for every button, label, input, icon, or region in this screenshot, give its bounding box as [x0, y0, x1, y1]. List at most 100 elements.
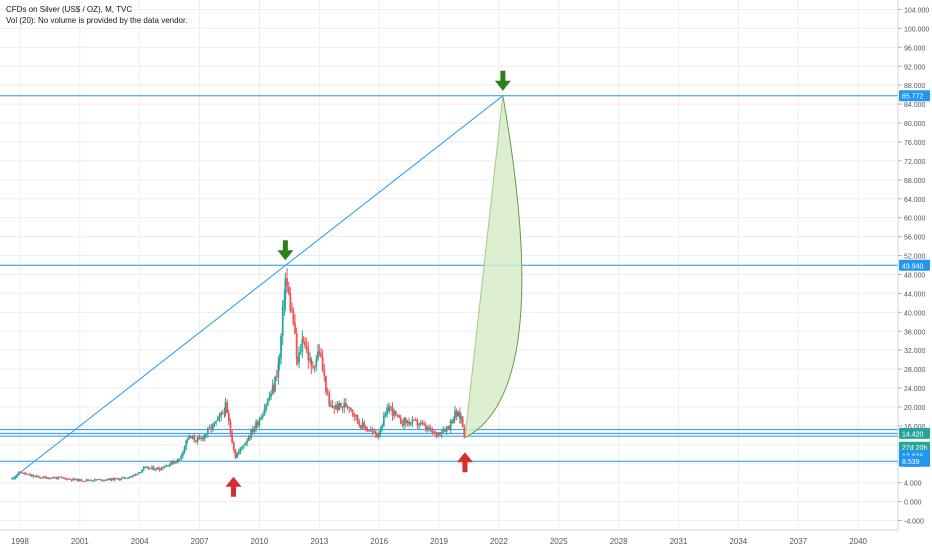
candle-body — [45, 477, 48, 479]
y-tick-label: 104.000 — [904, 7, 929, 14]
y-tick-label: 4.000 — [904, 481, 922, 488]
candle-body — [261, 415, 264, 418]
candle-body — [453, 417, 455, 424]
candle-body — [323, 370, 326, 376]
candle-body — [193, 436, 196, 441]
price-badge — [899, 90, 930, 102]
candle-body — [277, 363, 280, 377]
candle-body — [371, 430, 374, 432]
y-tick-label: 84.000 — [904, 102, 926, 109]
y-tick-label: 32.000 — [904, 348, 926, 355]
candle-body — [205, 434, 208, 435]
candle-body — [224, 402, 227, 414]
candle-body — [158, 469, 161, 471]
price-badge-label: 8.539 — [902, 459, 920, 466]
candle-body — [416, 420, 419, 426]
candle-body — [340, 402, 342, 407]
time-axis[interactable]: 1998 2001 2004 2007 2010 2013 2016 2019 2022 2025… — [11, 537, 867, 546]
x-tick-label: 2004 — [131, 537, 149, 546]
candle-body — [419, 422, 422, 425]
candle-body — [313, 367, 316, 368]
candle-body — [146, 467, 148, 468]
candle-body — [353, 413, 356, 417]
candle-body — [318, 351, 321, 354]
x-tick-label: 2025 — [550, 537, 568, 546]
candle-body — [356, 414, 359, 422]
candle-body — [182, 452, 184, 456]
price-badge-label: 27d 20h — [902, 445, 927, 452]
candle-body — [268, 396, 271, 400]
candle-body — [60, 477, 63, 479]
candle-body — [294, 323, 296, 334]
candle-body — [439, 432, 441, 435]
candle-body — [107, 478, 109, 481]
candle-body — [185, 440, 188, 447]
candle-body — [331, 405, 334, 408]
candle-body — [213, 421, 216, 424]
candle-body — [391, 407, 394, 416]
candle-body — [67, 478, 70, 480]
candle-body — [149, 468, 152, 470]
candle-body — [321, 356, 324, 371]
candle-body — [305, 345, 308, 350]
candle-body — [411, 419, 414, 423]
candle-body — [326, 392, 329, 394]
candle-body — [215, 420, 218, 422]
arc-chord — [464, 95, 504, 438]
candle-body — [50, 477, 53, 479]
candle-body — [167, 465, 169, 467]
candle-body — [42, 476, 45, 479]
candle-body — [246, 440, 249, 443]
candle-body — [459, 412, 461, 419]
candle-body — [170, 461, 173, 465]
candle-body — [404, 418, 407, 424]
candle-body — [414, 419, 417, 421]
candle-body — [312, 366, 314, 368]
candle-body — [266, 399, 269, 406]
candle-body — [248, 437, 251, 439]
candle-body — [399, 417, 402, 424]
y-tick-label: 88.000 — [904, 83, 926, 90]
candle-body — [283, 299, 286, 307]
candle-body — [348, 406, 351, 408]
x-tick-label: 2028 — [610, 537, 628, 546]
candle-body — [377, 433, 380, 438]
y-tick-label: 20.000 — [904, 405, 926, 412]
candle-body — [461, 416, 464, 427]
candle-body — [72, 478, 75, 481]
candle-body — [208, 427, 211, 429]
symbol-title[interactable]: CFDs on Silver (US$ / OZ), M, TVC — [6, 5, 133, 14]
candle-body — [433, 432, 435, 434]
candle-body — [424, 424, 427, 430]
volume-note: Vol (20): No volume is provided by the d… — [6, 16, 188, 25]
candle-body — [389, 406, 392, 408]
candle-body — [440, 432, 443, 435]
candle-body — [194, 440, 197, 442]
candle-body — [280, 335, 282, 359]
candle-body — [47, 477, 50, 479]
y-tick-label: 48.000 — [904, 272, 926, 279]
candle-body — [168, 464, 171, 467]
candle-body — [190, 436, 192, 439]
candle-body — [310, 359, 313, 367]
candle-body — [102, 480, 105, 482]
x-tick-label: 2007 — [191, 537, 209, 546]
candle-body — [242, 445, 245, 447]
arrows — [225, 70, 511, 497]
candle-body — [73, 478, 76, 480]
candle-body — [63, 477, 66, 479]
candle-body — [448, 426, 450, 430]
candle-body — [287, 286, 290, 294]
candle-body — [58, 476, 61, 478]
candle-body — [154, 469, 157, 471]
candle-body — [16, 475, 18, 477]
candle-body — [12, 478, 15, 480]
candle-body — [325, 375, 327, 393]
candle-body — [429, 428, 432, 431]
candle-body — [244, 442, 247, 446]
candle-body — [196, 437, 199, 442]
x-tick-label: 2037 — [789, 537, 807, 546]
price-axis[interactable]: 104.000 100.000 96.000 92.000 88.000 84.000 80… — [898, 7, 929, 526]
